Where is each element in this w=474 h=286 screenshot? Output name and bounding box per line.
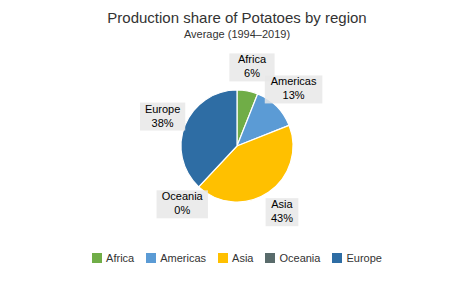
html-text:Africa: Africa [106, 252, 135, 264]
html-text:Average (1994–2019): Average (1994–2019) [183, 28, 291, 40]
svg-text:Africa: Africa [238, 53, 267, 65]
html-text:Europe: Europe [346, 252, 382, 264]
html-text:Americas: Americas [160, 252, 206, 264]
html-text:Asia: Asia [232, 252, 254, 264]
svg-text:38%: 38% [152, 117, 174, 129]
svg-text:13%: 13% [283, 89, 305, 101]
svg-text:Asia: Asia [271, 198, 293, 210]
html-text:Production share of Potatoes b: Production share of Potatoes by region [107, 9, 367, 26]
svg-text:Europe: Europe [145, 103, 180, 115]
svg-text:0%: 0% [174, 204, 190, 216]
svg-text:Americas: Americas [271, 75, 317, 87]
svg-text:43%: 43% [271, 212, 293, 224]
svg-text:Oceania: Oceania [162, 190, 204, 202]
html-text:Oceania: Oceania [279, 252, 321, 264]
svg-text:6%: 6% [244, 67, 260, 79]
